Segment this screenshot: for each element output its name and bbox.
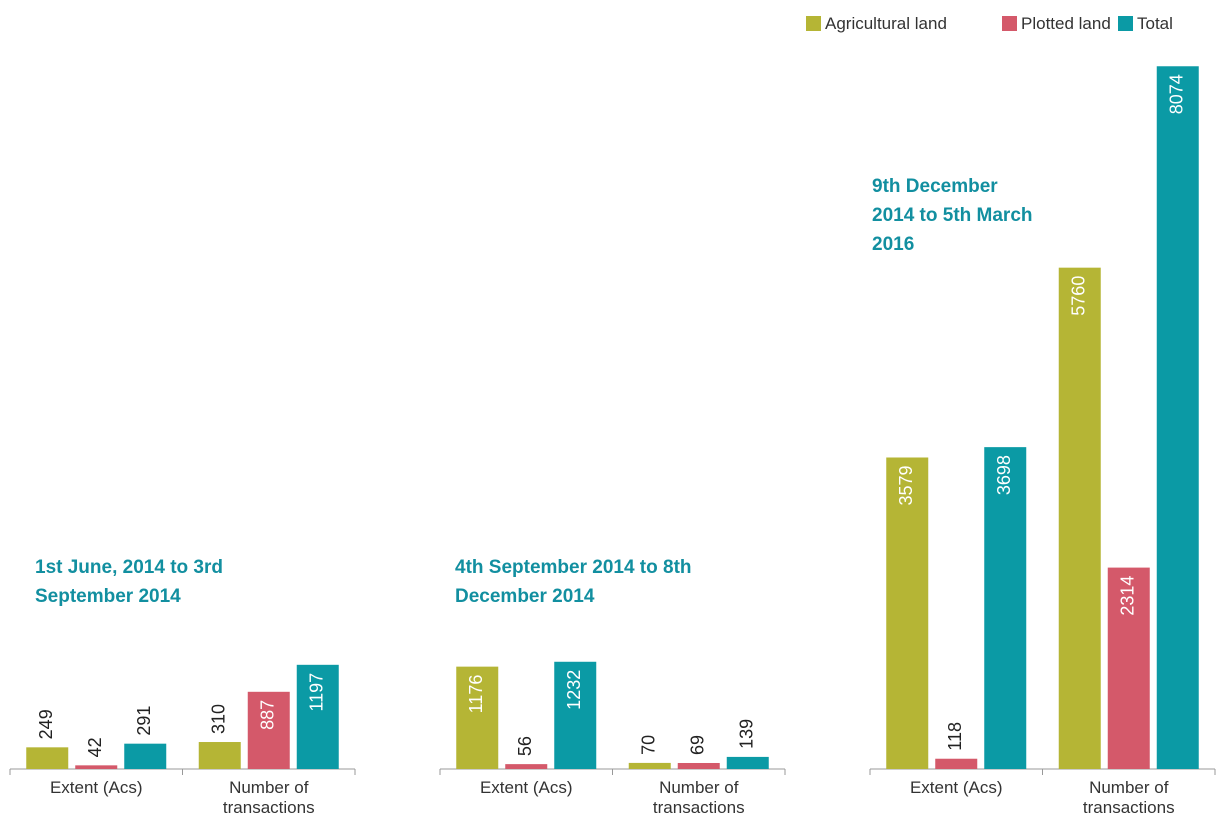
bar: [124, 743, 167, 769]
value-label: 3579: [896, 465, 916, 505]
bar: [1156, 66, 1199, 770]
bar: [198, 742, 241, 769]
value-label: 291: [134, 706, 154, 736]
legend-label: Plotted land: [1021, 14, 1111, 33]
legend-item: Plotted land: [1002, 14, 1111, 34]
panel-title: 4th September 2014 to 8th December 2014: [455, 557, 692, 607]
x-tick-label: Extent (Acs): [479, 778, 573, 797]
bar: [886, 457, 929, 769]
x-tick-label: Number of transactions: [1082, 778, 1175, 817]
value-label: 118: [945, 722, 965, 751]
value-label: 139: [737, 719, 757, 749]
legend-swatch: [1118, 16, 1133, 31]
value-label: 56: [515, 736, 535, 756]
bar: [935, 758, 978, 769]
value-label: 1232: [564, 670, 584, 710]
value-label: 249: [36, 709, 56, 739]
value-label: 310: [209, 704, 229, 734]
x-tick-label: Number of transactions: [652, 778, 745, 817]
value-label: 1176: [466, 675, 486, 714]
x-tick-label: Number of transactions: [222, 778, 315, 817]
legend-swatch: [806, 16, 821, 31]
bar: [984, 447, 1027, 769]
bar: [677, 762, 720, 769]
x-tick-label: Extent (Acs): [49, 778, 143, 797]
legend-swatch: [1002, 16, 1017, 31]
panel-title: 9th December 2014 to 5th March 2016: [872, 176, 1033, 255]
legend-label: Total: [1137, 14, 1173, 33]
panel-title: 1st June, 2014 to 3rd September 2014: [35, 557, 223, 607]
value-label: 8074: [1167, 74, 1187, 114]
bar: [1058, 267, 1101, 769]
legend-label: Agricultural land: [825, 14, 947, 33]
value-label: 1197: [307, 673, 327, 712]
value-label: 70: [639, 735, 659, 755]
legend-item: Agricultural land: [806, 14, 947, 34]
bar: [456, 666, 499, 769]
value-label: 42: [85, 737, 105, 757]
bar: [505, 764, 548, 769]
bar: [296, 664, 339, 769]
legend-item: Total: [1118, 14, 1173, 34]
value-label: 5760: [1069, 276, 1089, 316]
bar: [247, 691, 290, 769]
bar: [75, 765, 118, 769]
bar: [26, 747, 69, 769]
bar: [1107, 567, 1150, 769]
value-label: 69: [688, 735, 708, 755]
bar: [726, 756, 769, 769]
bar: [554, 661, 597, 769]
value-label: 887: [258, 700, 278, 730]
bar: [628, 762, 671, 769]
value-label: 2314: [1118, 576, 1138, 616]
value-label: 3698: [994, 455, 1014, 495]
x-tick-label: Extent (Acs): [909, 778, 1003, 797]
